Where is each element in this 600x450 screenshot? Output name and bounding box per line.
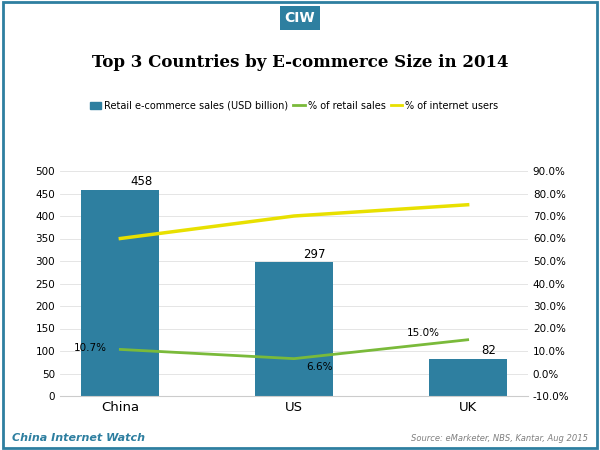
Text: 6.6%: 6.6% — [306, 362, 332, 372]
Text: 82: 82 — [481, 344, 496, 357]
Text: Source: eMarketer, NBS, Kantar, Aug 2015: Source: eMarketer, NBS, Kantar, Aug 2015 — [411, 434, 588, 443]
Legend: Retail e-commerce sales (USD billion), % of retail sales, % of internet users: Retail e-commerce sales (USD billion), %… — [86, 97, 502, 115]
Text: 297: 297 — [304, 248, 326, 261]
Text: 10.7%: 10.7% — [73, 343, 106, 353]
Text: 458: 458 — [130, 175, 152, 188]
Bar — [81, 190, 160, 396]
Bar — [255, 262, 333, 396]
Bar — [428, 359, 507, 396]
Text: Top 3 Countries by E-commerce Size in 2014: Top 3 Countries by E-commerce Size in 20… — [92, 54, 508, 71]
Text: 15.0%: 15.0% — [407, 328, 440, 338]
Text: China Internet Watch: China Internet Watch — [12, 433, 145, 443]
Text: CIW: CIW — [284, 11, 316, 25]
